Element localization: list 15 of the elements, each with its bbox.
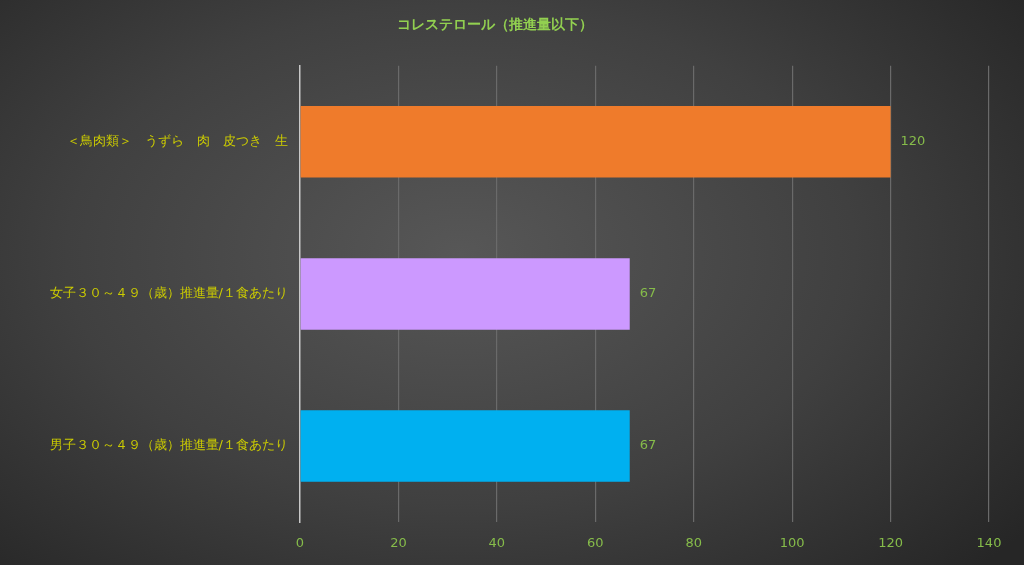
chart-title: コレステロール（推進量以下） [396,16,593,33]
y-tick-label: 男子３０～４９（歳）推進量/１食あたり [49,437,288,453]
x-tick-label: 80 [685,535,702,551]
y-tick-label: ＜鳥肉類＞ うずら 肉 皮つき 生 [67,133,288,149]
x-tick-label: 120 [878,535,903,551]
data-label: 120 [900,133,926,149]
x-tick-label: 20 [390,535,407,551]
data-label: 67 [639,285,657,301]
x-tick-label: 100 [779,535,805,551]
x-tick-label: 0 [295,535,305,551]
x-tick-label: 60 [587,535,604,551]
x-tick-label: 140 [976,535,1002,551]
y-tick-label: 女子３０～４９（歳）推進量/１食あたり [49,285,288,301]
x-tick-label: 40 [488,535,506,551]
data-label: 67 [639,437,657,453]
